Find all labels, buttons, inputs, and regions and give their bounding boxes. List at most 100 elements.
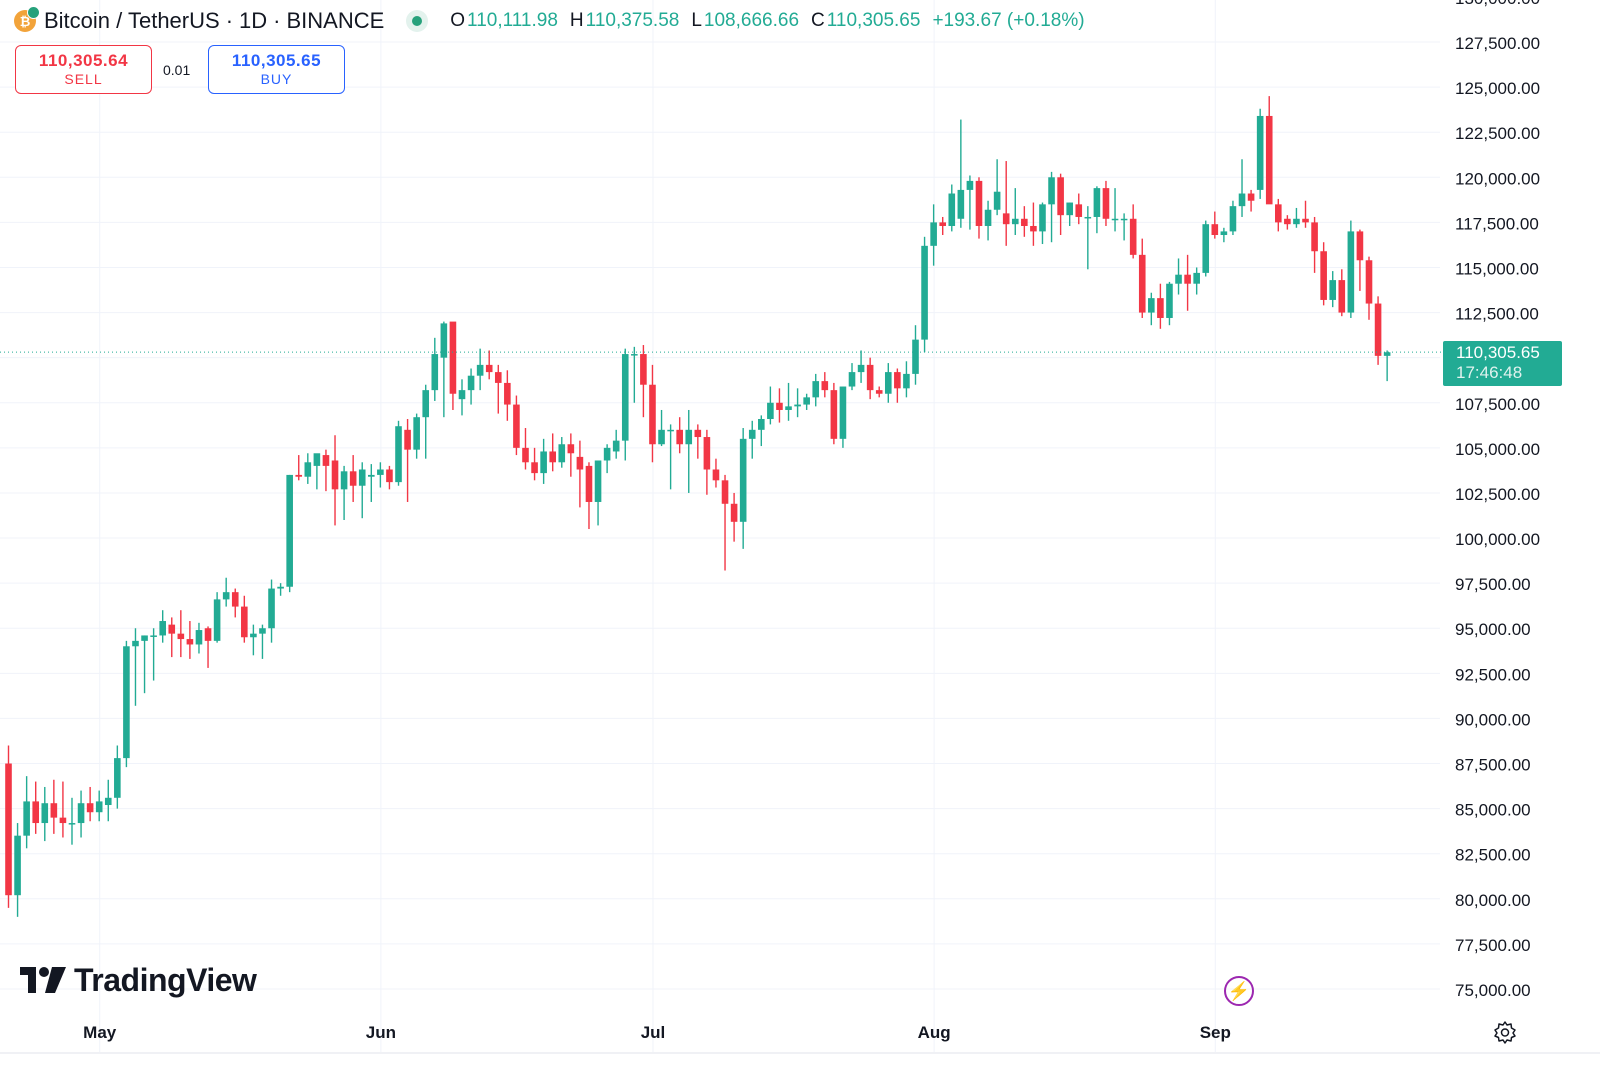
lightning-icon[interactable]: ⚡ [1224, 976, 1254, 1006]
candle[interactable] [295, 455, 303, 481]
candle[interactable] [1084, 206, 1092, 270]
candle[interactable] [748, 420, 756, 459]
sell-button[interactable]: 110,305.64 SELL [15, 45, 152, 94]
candle[interactable] [1120, 213, 1128, 241]
candle[interactable] [467, 368, 475, 405]
candle[interactable] [1265, 96, 1273, 205]
candle[interactable] [132, 628, 139, 706]
candle[interactable] [1211, 211, 1219, 239]
candle[interactable] [857, 350, 865, 383]
candle[interactable] [993, 159, 1001, 216]
candle[interactable] [1184, 254, 1191, 311]
candle[interactable] [1166, 281, 1173, 326]
candle[interactable] [603, 444, 611, 474]
candle[interactable] [1129, 204, 1137, 259]
candle[interactable] [1030, 202, 1037, 246]
candle[interactable] [1275, 198, 1282, 232]
time-axis[interactable]: May Jun Jul Aug Sep [83, 1023, 1231, 1042]
candle[interactable] [921, 236, 928, 353]
candle[interactable] [1202, 220, 1210, 277]
candle[interactable] [86, 786, 94, 822]
candle[interactable] [830, 382, 838, 445]
candle[interactable] [159, 610, 166, 643]
candle[interactable] [204, 626, 212, 668]
candle[interactable] [213, 592, 221, 643]
candle[interactable] [250, 624, 257, 656]
candle[interactable] [313, 453, 321, 490]
candle[interactable] [730, 492, 738, 542]
candle[interactable] [930, 204, 937, 266]
candle[interactable] [114, 745, 121, 809]
candle[interactable] [1356, 229, 1364, 291]
candle[interactable] [812, 373, 820, 407]
candle[interactable] [585, 462, 593, 530]
candle[interactable] [186, 621, 194, 659]
candle[interactable] [1220, 227, 1228, 243]
candle[interactable] [404, 418, 411, 502]
candle[interactable] [1138, 238, 1146, 318]
candle[interactable] [884, 363, 892, 403]
candle[interactable] [966, 175, 974, 230]
candle[interactable] [1093, 186, 1101, 234]
price-axis[interactable]: 75,000.00 77,500.00 80,000.00 82,500.00 85,0… [1455, 0, 1540, 1000]
candle[interactable] [386, 465, 393, 490]
candle[interactable] [1284, 215, 1291, 230]
candle[interactable] [349, 455, 357, 502]
candle[interactable] [939, 216, 947, 236]
candle[interactable] [241, 595, 248, 643]
candle[interactable] [776, 388, 783, 423]
candle[interactable] [767, 386, 774, 425]
candle[interactable] [41, 786, 49, 842]
candle[interactable] [1057, 173, 1064, 236]
candle[interactable] [494, 364, 502, 414]
candle[interactable] [222, 577, 230, 607]
candle[interactable] [984, 200, 992, 241]
candle[interactable] [803, 393, 810, 410]
candle[interactable] [739, 428, 747, 549]
candle[interactable] [32, 781, 40, 834]
candle[interactable] [195, 622, 203, 654]
candle[interactable] [1311, 216, 1318, 273]
candle[interactable] [1229, 200, 1237, 236]
candle[interactable] [1039, 202, 1046, 245]
candle[interactable] [395, 420, 402, 486]
candle[interactable] [794, 388, 801, 418]
candle[interactable] [1102, 180, 1110, 226]
candle[interactable] [277, 583, 284, 596]
candle[interactable] [440, 321, 448, 418]
candle[interactable] [721, 474, 729, 571]
candle[interactable] [540, 438, 547, 484]
candle[interactable] [558, 437, 566, 468]
candle[interactable] [1148, 292, 1155, 326]
candle[interactable] [576, 440, 584, 508]
candle[interactable] [821, 372, 829, 398]
candle[interactable] [594, 460, 602, 526]
candle[interactable] [640, 345, 647, 418]
candle[interactable] [567, 433, 575, 477]
candle[interactable] [712, 458, 720, 488]
candle[interactable] [268, 579, 275, 643]
candle[interactable] [676, 417, 683, 454]
candle[interactable] [631, 346, 638, 403]
candle[interactable] [667, 424, 674, 490]
candle[interactable] [358, 462, 366, 519]
candle[interactable] [957, 119, 965, 228]
candle[interactable] [848, 363, 856, 391]
candle[interactable] [331, 435, 339, 526]
candle[interactable] [612, 429, 620, 459]
candle[interactable] [413, 413, 420, 459]
candle[interactable] [1011, 188, 1019, 236]
candle[interactable] [23, 776, 30, 849]
candle[interactable] [1048, 171, 1055, 243]
candle[interactable] [1111, 188, 1119, 232]
candle[interactable] [5, 745, 12, 908]
candle[interactable] [1329, 271, 1337, 308]
candle[interactable] [649, 364, 656, 463]
candle[interactable] [177, 610, 185, 658]
symbol-name[interactable]: Bitcoin / TetherUS [44, 8, 220, 33]
candle[interactable] [621, 348, 629, 461]
candle[interactable] [1157, 283, 1164, 329]
candle[interactable] [431, 337, 439, 401]
candle[interactable] [549, 433, 556, 472]
